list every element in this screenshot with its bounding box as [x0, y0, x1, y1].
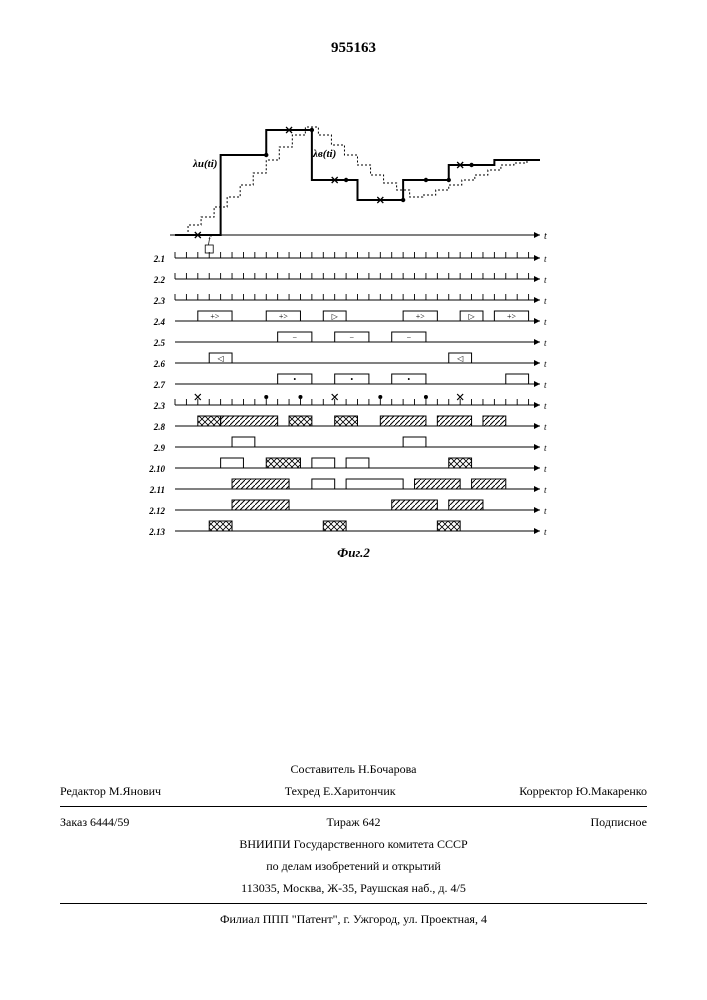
svg-text:f: f	[208, 235, 212, 245]
svg-text:t: t	[544, 317, 547, 327]
svg-text:▷: ▷	[332, 312, 339, 321]
svg-text:+>: +>	[279, 312, 289, 321]
dept: по делам изобретений и открытий	[60, 855, 647, 877]
vniipi: ВНИИПИ Государственного комитета СССР	[60, 833, 647, 855]
svg-text:•: •	[407, 375, 410, 384]
corrector: Корректор Ю.Макаренко	[519, 782, 647, 800]
compiler-line: Составитель Н.Бочарова	[60, 758, 647, 780]
svg-text:λи(ti): λи(ti)	[192, 158, 217, 170]
svg-text:◁: ◁	[218, 354, 225, 363]
svg-text:2.10: 2.10	[148, 464, 165, 474]
svg-text:▷: ▷	[468, 312, 475, 321]
branch: Филиал ППП "Патент", г. Ужгород, ул. Про…	[60, 908, 647, 930]
svg-text:2.8: 2.8	[153, 422, 166, 432]
svg-text:−: −	[350, 333, 355, 342]
patent-number: 955163	[331, 40, 376, 57]
svg-text:t: t	[544, 254, 547, 264]
svg-text:t: t	[544, 506, 547, 516]
svg-text:λв(ti): λв(ti)	[312, 148, 336, 160]
svg-text:2.13: 2.13	[148, 527, 165, 537]
svg-text:2.3: 2.3	[153, 296, 166, 306]
footer-block: Составитель Н.Бочарова Редактор М.Янович…	[60, 758, 647, 930]
svg-text:2.7: 2.7	[153, 380, 166, 390]
svg-text:2.3: 2.3	[153, 401, 166, 411]
timing-diagram-figure: t λи(ti) λв(ti) 2.1 t f 2.2 t 2.3 t 2.4 t +> +> ▷ +> ▷ +>…	[145, 110, 555, 540]
svg-text:2.2: 2.2	[153, 275, 166, 285]
svg-text:2.11: 2.11	[149, 485, 165, 495]
svg-text:+>: +>	[416, 312, 426, 321]
svg-text:2.4: 2.4	[153, 317, 166, 327]
svg-text:t: t	[544, 485, 547, 495]
svg-text:t: t	[544, 338, 547, 348]
svg-text:t: t	[544, 401, 547, 411]
svg-text:◁: ◁	[457, 354, 464, 363]
svg-text:t: t	[544, 359, 547, 369]
figure-caption: Фиг.2	[337, 545, 370, 561]
subscription: Подписное	[451, 813, 647, 831]
svg-text:t: t	[544, 380, 547, 390]
svg-text:t: t	[544, 464, 547, 474]
svg-text:t: t	[544, 275, 547, 285]
editor: Редактор М.Янович	[60, 782, 161, 800]
svg-text:2.6: 2.6	[153, 359, 166, 369]
techred: Техред Е.Харитончик	[285, 782, 396, 800]
svg-text:•: •	[293, 375, 296, 384]
figure-svg: t λи(ti) λв(ti) 2.1 t f 2.2 t 2.3 t 2.4 t +> +> ▷ +> ▷ +>…	[145, 110, 555, 540]
svg-text:2.9: 2.9	[153, 443, 166, 453]
svg-text:+>: +>	[210, 312, 220, 321]
svg-text:•: •	[350, 375, 353, 384]
svg-text:2.1: 2.1	[153, 254, 165, 264]
svg-text:+>: +>	[507, 312, 517, 321]
tirazh: Тираж 642	[256, 813, 452, 831]
svg-text:−: −	[293, 333, 298, 342]
svg-text:2.5: 2.5	[153, 338, 166, 348]
address: 113035, Москва, Ж-35, Раушская наб., д. …	[60, 877, 647, 899]
svg-text:t: t	[544, 296, 547, 306]
svg-text:−: −	[407, 333, 412, 342]
svg-text:t: t	[544, 527, 547, 537]
svg-text:2.12: 2.12	[148, 506, 165, 516]
svg-text:t: t	[544, 443, 547, 453]
order: Заказ 6444/59	[60, 813, 256, 831]
svg-text:t: t	[544, 231, 547, 242]
svg-text:t: t	[544, 422, 547, 432]
